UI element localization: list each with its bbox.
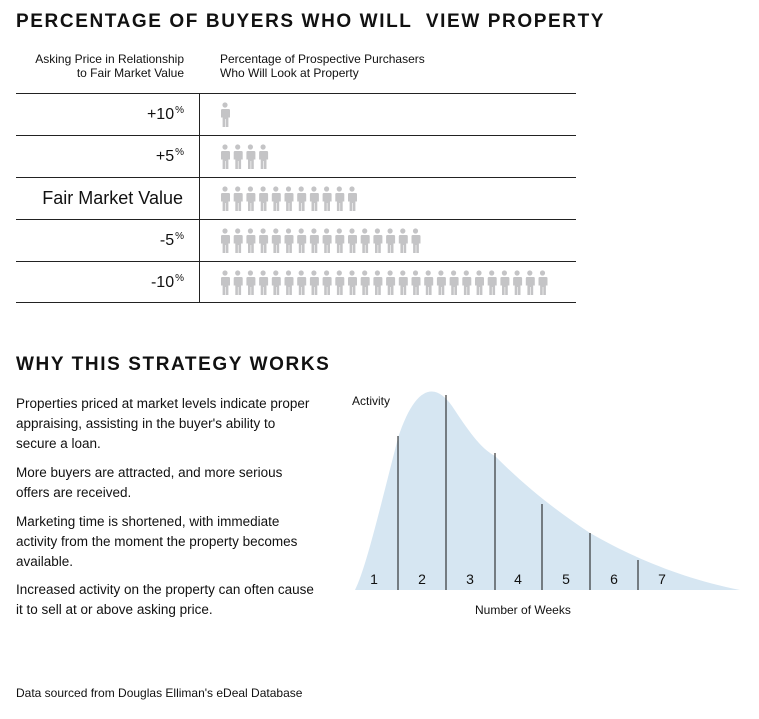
person-icon [373, 228, 383, 253]
person-icon [284, 270, 294, 295]
person-icon [246, 270, 256, 295]
person-icon [538, 270, 548, 295]
people-icons [221, 144, 269, 169]
person-icon [500, 270, 510, 295]
row-divider [199, 94, 200, 135]
strategy-paragraph: More buyers are attracted, and more seri… [16, 465, 283, 500]
row-label: -5% [159, 231, 184, 249]
week-tick-label: 5 [562, 571, 570, 587]
person-icon [462, 270, 472, 295]
person-icon [309, 186, 319, 211]
week-tick-label: 6 [610, 571, 618, 587]
person-icon [348, 228, 357, 253]
activity-chart: 1 2 3 4 5 6 7 [355, 391, 740, 590]
person-icon [386, 228, 396, 253]
week-tick-label: 3 [466, 571, 474, 587]
person-icon [411, 270, 421, 295]
week-tick-label: 1 [370, 571, 378, 587]
person-icon [322, 186, 332, 211]
row-label: +10% [146, 105, 184, 123]
person-icon [259, 144, 269, 169]
table-row: Fair Market Value [16, 177, 576, 219]
table-row: +5% [16, 135, 576, 177]
person-icon [221, 102, 230, 127]
person-icon [233, 270, 243, 295]
week-tick-label: 7 [658, 571, 666, 587]
person-icon [221, 228, 230, 253]
person-icon [360, 228, 370, 253]
strategy-paragraph: Increased activity on the property can o… [16, 582, 314, 617]
person-icon [335, 270, 345, 295]
person-icon [297, 228, 307, 253]
person-icon [411, 228, 421, 253]
person-icon [335, 186, 345, 211]
person-icon [436, 270, 446, 295]
person-icon [373, 270, 383, 295]
person-icon [259, 270, 269, 295]
person-icon [398, 270, 408, 295]
row-divider [199, 220, 200, 261]
person-icon [221, 186, 230, 211]
person-icon [449, 270, 459, 295]
row-divider [199, 262, 200, 303]
person-icon [309, 270, 319, 295]
person-icon [360, 270, 370, 295]
person-icon [284, 228, 294, 253]
chart-y-label: Activity [352, 394, 391, 408]
section-title: WHY THIS STRATEGY WORKS [16, 354, 331, 375]
person-icon [309, 228, 319, 253]
person-icon [348, 270, 357, 295]
page-title: PERCENTAGE OF BUYERS WHO WILL VIEW PROPE… [16, 11, 606, 32]
person-icon [259, 228, 269, 253]
strategy-paragraph: Properties priced at market levels indic… [16, 396, 310, 451]
person-icon [322, 270, 332, 295]
person-icon [322, 228, 332, 253]
table-row: -10% [16, 261, 576, 303]
column-header-percentage: Percentage of Prospective Purchasers Who… [220, 52, 425, 80]
row-label: -10% [150, 273, 184, 291]
person-icon [424, 270, 434, 295]
person-icon [487, 270, 497, 295]
person-icon [513, 270, 523, 295]
person-icon [284, 186, 294, 211]
person-icon [525, 270, 535, 295]
person-icon [233, 228, 243, 253]
buyers-table: +10% +5% Fair Market Value -5% -10% [16, 93, 576, 303]
row-label: Fair Market Value [42, 188, 183, 208]
person-icon [246, 186, 256, 211]
row-divider [199, 178, 200, 219]
person-icon [398, 228, 408, 253]
person-icon [271, 186, 281, 211]
week-tick-label: 2 [418, 571, 426, 587]
people-icons [221, 270, 548, 295]
person-icon [221, 144, 230, 169]
person-icon [297, 270, 307, 295]
person-icon [271, 228, 281, 253]
person-icon [259, 186, 269, 211]
person-icon [348, 186, 357, 211]
person-icon [233, 144, 243, 169]
person-icon [271, 270, 281, 295]
people-icons [221, 186, 357, 211]
row-divider [199, 136, 200, 177]
activity-curve-area [355, 391, 740, 590]
person-icon [221, 270, 230, 295]
table-row: -5% [16, 219, 576, 261]
person-icon [386, 270, 396, 295]
row-label: +5% [155, 147, 184, 165]
person-icon [297, 186, 307, 211]
people-icons [221, 228, 421, 253]
week-tick-label: 4 [514, 571, 522, 587]
column-header-asking-price: Asking Price in Relationship to Fair Mar… [35, 52, 184, 80]
person-icon [246, 144, 256, 169]
person-icon [335, 228, 345, 253]
strategy-paragraph: Marketing time is shortened, with immedi… [16, 514, 298, 569]
people-icons [221, 102, 230, 127]
footer-source: Data sourced from Douglas Elliman's eDea… [16, 686, 303, 700]
table-row: +10% [16, 93, 576, 135]
person-icon [233, 186, 243, 211]
person-icon [475, 270, 484, 295]
chart-x-label: Number of Weeks [475, 603, 571, 617]
person-icon [246, 228, 256, 253]
